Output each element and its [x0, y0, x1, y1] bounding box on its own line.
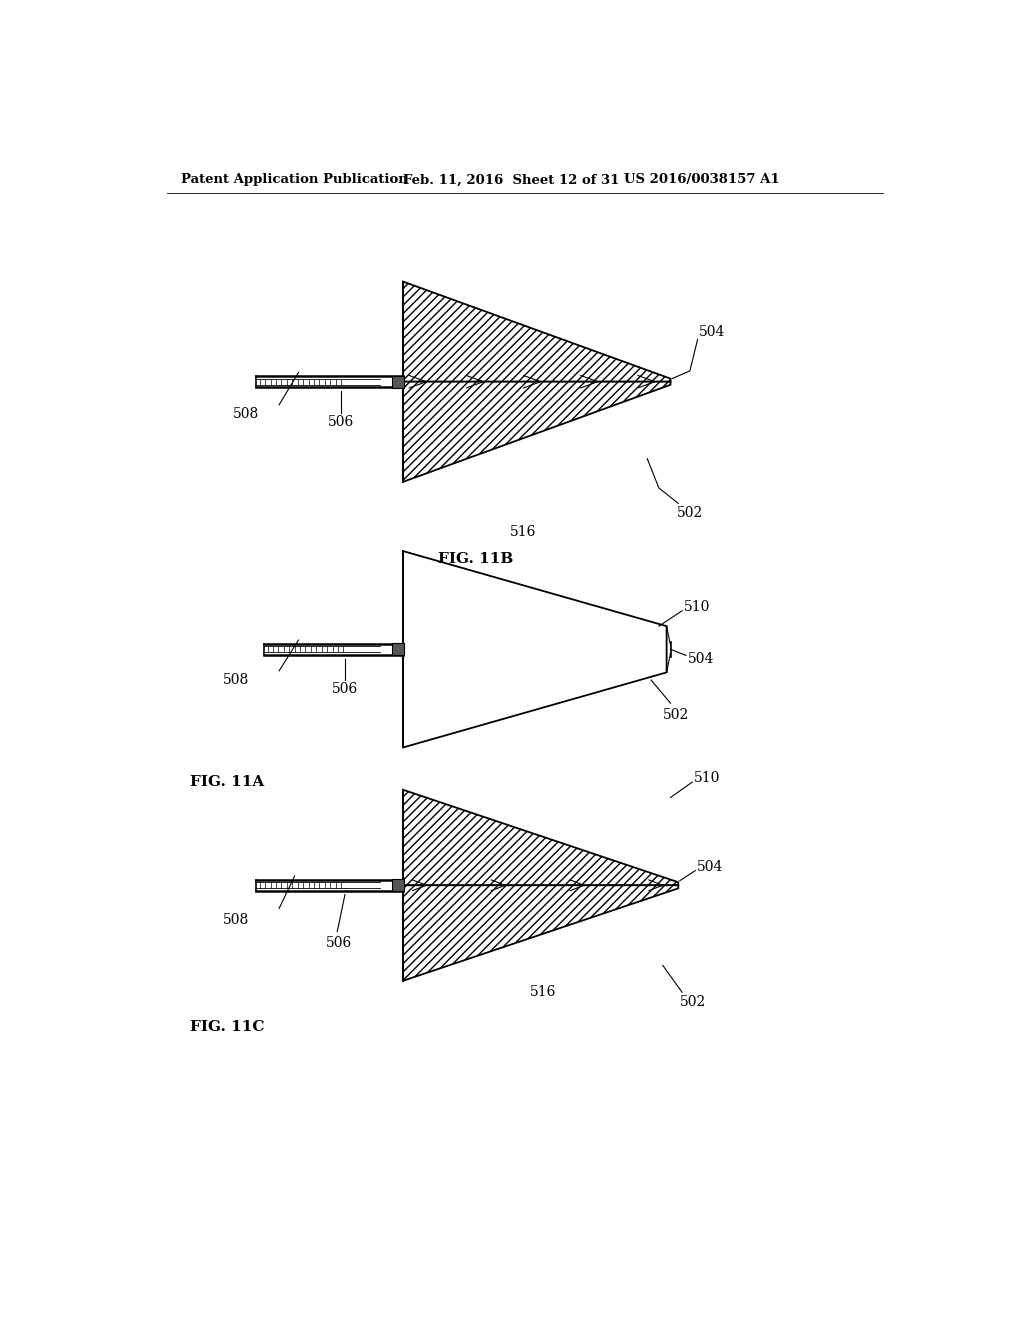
Text: 516: 516: [529, 985, 556, 999]
Polygon shape: [403, 886, 678, 981]
Text: Feb. 11, 2016  Sheet 12 of 31: Feb. 11, 2016 Sheet 12 of 31: [403, 173, 620, 186]
Text: 508: 508: [222, 913, 249, 927]
Text: 502: 502: [677, 506, 702, 520]
Polygon shape: [403, 789, 678, 886]
Text: 506: 506: [332, 682, 358, 697]
Text: 510: 510: [684, 599, 710, 614]
Text: 504: 504: [699, 325, 726, 339]
Text: 502: 502: [663, 708, 689, 722]
Text: 504: 504: [687, 652, 714, 665]
Text: FIG. 11A: FIG. 11A: [190, 775, 264, 789]
Polygon shape: [403, 281, 671, 381]
Text: FIG. 11C: FIG. 11C: [190, 1020, 264, 1034]
Text: 506: 506: [328, 414, 354, 429]
Text: US 2016/0038157 A1: US 2016/0038157 A1: [624, 173, 779, 186]
Text: 508: 508: [232, 407, 259, 421]
Text: FIG. 11B: FIG. 11B: [437, 552, 513, 566]
Text: Patent Application Publication: Patent Application Publication: [180, 173, 408, 186]
Text: 506: 506: [326, 936, 352, 950]
Text: 504: 504: [697, 859, 723, 874]
Bar: [391, 879, 403, 891]
Bar: [391, 643, 403, 656]
Text: 516: 516: [510, 525, 537, 539]
Bar: [391, 376, 403, 388]
Text: 510: 510: [693, 771, 720, 785]
Polygon shape: [403, 381, 671, 482]
Text: 502: 502: [680, 995, 707, 1010]
Text: 508: 508: [222, 673, 249, 688]
